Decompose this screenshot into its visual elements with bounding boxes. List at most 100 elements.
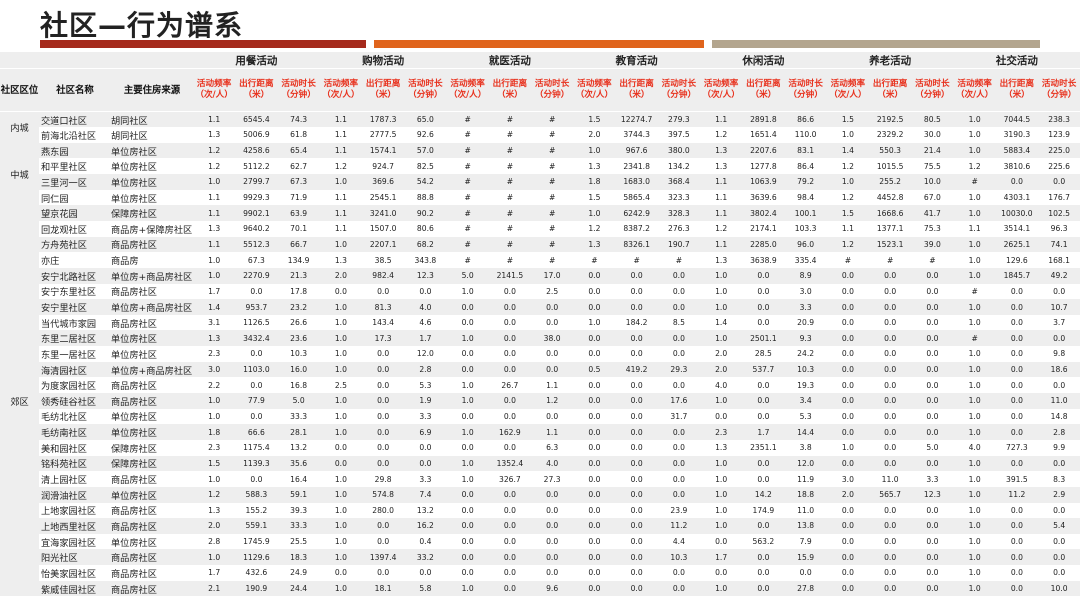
data-cell: 83.1: [784, 142, 827, 159]
table-row: 前海北沿社区 胡同社区 1.3 5006.9 61.8 1.1 2777.5 92.6 # # #2…: [0, 127, 1080, 143]
data-cell: 0.0: [826, 299, 869, 315]
data-cell: 2351.1: [742, 439, 785, 456]
data-cell: 12.0: [404, 346, 447, 362]
data-cell: 18.6: [1038, 361, 1080, 378]
data-cell: 0.0: [446, 314, 489, 331]
data-cell: 162.9: [488, 424, 531, 440]
data-cell: 588.3: [235, 486, 278, 503]
housing-source-cell: 单位房社区: [111, 424, 193, 440]
data-cell: #: [531, 220, 574, 237]
data-cell: 1.0: [700, 267, 743, 284]
data-cell: 5006.9: [235, 127, 278, 143]
data-cell: 953.7: [235, 299, 278, 315]
data-cell: 1.7: [700, 549, 743, 566]
data-cell: #: [446, 252, 489, 268]
housing-source-cell: 保障房社区: [111, 205, 193, 221]
region-cell: 郊区: [0, 205, 39, 597]
data-cell: 0.0: [826, 424, 869, 440]
data-cell: 134.9: [277, 252, 320, 268]
data-cell: 134.2: [657, 158, 700, 175]
data-cell: 1845.7: [995, 267, 1038, 284]
table-row: 郊区 望京花园 保障房社区 1.1 9902.1 63.9 1.1 3241.0 90.2 # # #…: [0, 205, 1080, 597]
data-cell: 1.0: [826, 127, 869, 143]
data-cell: 11.0: [1038, 393, 1080, 409]
community-name-cell: 领秀硅谷社区: [39, 393, 111, 409]
data-cell: #: [953, 330, 996, 347]
data-cell: 0.0: [657, 455, 700, 472]
community-name-cell: 亦庄: [39, 252, 111, 268]
data-cell: 0.0: [488, 299, 531, 315]
data-cell: 13.2: [277, 439, 320, 456]
region-cell: 内城: [0, 111, 39, 143]
data-cell: 0.0: [362, 283, 405, 300]
data-cell: 1.8: [193, 424, 236, 440]
data-cell: 2.0: [700, 361, 743, 378]
data-cell: 7.4: [404, 486, 447, 503]
community-name-cell: 三里河一区: [39, 174, 111, 190]
data-cell: 0.0: [995, 174, 1038, 190]
data-cell: 343.8: [404, 252, 447, 268]
data-cell: 5.0: [446, 267, 489, 284]
data-cell: 0.0: [362, 565, 405, 581]
table-row: 同仁园 单位房社区 1.1 9929.3 71.9 1.1 2545.1 88.8 # # #1.5…: [0, 189, 1080, 206]
data-cell: 1.0: [953, 471, 996, 487]
data-cell: 26.6: [277, 314, 320, 331]
data-cell: 0.0: [742, 518, 785, 534]
data-cell: 1.0: [319, 330, 362, 347]
data-cell: 61.8: [277, 127, 320, 143]
data-cell: 0.0: [657, 471, 700, 487]
data-cell: 26.7: [488, 377, 531, 394]
data-cell: 1.0: [573, 314, 616, 331]
data-cell: #: [446, 236, 489, 253]
data-cell: 5865.4: [615, 189, 658, 206]
data-cell: 5.4: [1038, 518, 1080, 534]
data-cell: 2285.0: [742, 236, 785, 253]
data-cell: 0.0: [573, 502, 616, 519]
community-name-cell: 交道口社区: [39, 111, 111, 128]
data-cell: 30.0: [911, 127, 954, 143]
data-cell: 3639.6: [742, 189, 785, 206]
data-cell: 1.0: [953, 580, 996, 597]
data-cell: 1.0: [953, 346, 996, 362]
data-cell: 326.7: [488, 471, 531, 487]
data-cell: 8.9: [784, 267, 827, 284]
page-title: 社区—行为谱系: [40, 9, 244, 42]
data-cell: 1.0: [953, 252, 996, 268]
community-name-cell: 望京花园: [39, 205, 111, 221]
table-row: 中城 燕东园 单位房社区 1.2 4258.6 65.4 1.1 1574.1 57.0 # # #1…: [0, 142, 1080, 206]
data-cell: #: [531, 142, 574, 159]
key-column-header: 社区名称: [39, 68, 111, 112]
data-cell: 3.3: [404, 408, 447, 425]
data-cell: 0.0: [446, 361, 489, 378]
data-cell: 27.8: [784, 580, 827, 597]
data-cell: 0.0: [446, 299, 489, 315]
data-cell: 0.0: [446, 565, 489, 581]
metric-column-header: 出行距离（米）: [488, 68, 531, 112]
data-cell: 0.0: [869, 330, 912, 347]
data-cell: 0.0: [869, 502, 912, 519]
data-cell: 0.0: [404, 455, 447, 472]
data-cell: #: [531, 189, 574, 206]
behavior-spectrum-table-wrap: 用餐活动 购物活动 就医活动 教育活动 休闲活动 养老活动 社交活动 社区区位 社区名称 主要住…: [0, 52, 1080, 597]
data-cell: 255.2: [869, 174, 912, 190]
community-name-cell: 宜海家园社区: [39, 533, 111, 550]
community-name-cell: 润滑油社区: [39, 486, 111, 503]
data-cell: 1.4: [700, 314, 743, 331]
data-cell: 1668.6: [869, 205, 912, 221]
data-cell: 1.2: [319, 158, 362, 175]
data-cell: 2.5: [531, 283, 574, 300]
data-cell: 9.9: [1038, 439, 1080, 456]
data-cell: 1507.0: [362, 220, 405, 237]
data-cell: 0.0: [869, 533, 912, 550]
data-cell: 1.1: [193, 236, 236, 253]
data-cell: 0.5: [573, 361, 616, 378]
data-cell: 57.0: [404, 142, 447, 159]
activity-group-header: 休闲活动: [700, 52, 827, 69]
metric-column-header: 出行距离（米）: [615, 68, 658, 112]
data-cell: 1.0: [319, 314, 362, 331]
data-cell: 0.0: [488, 346, 531, 362]
data-cell: 3.4: [784, 393, 827, 409]
data-cell: 0.0: [573, 377, 616, 394]
data-cell: 563.2: [742, 533, 785, 550]
data-cell: 0.0: [573, 518, 616, 534]
